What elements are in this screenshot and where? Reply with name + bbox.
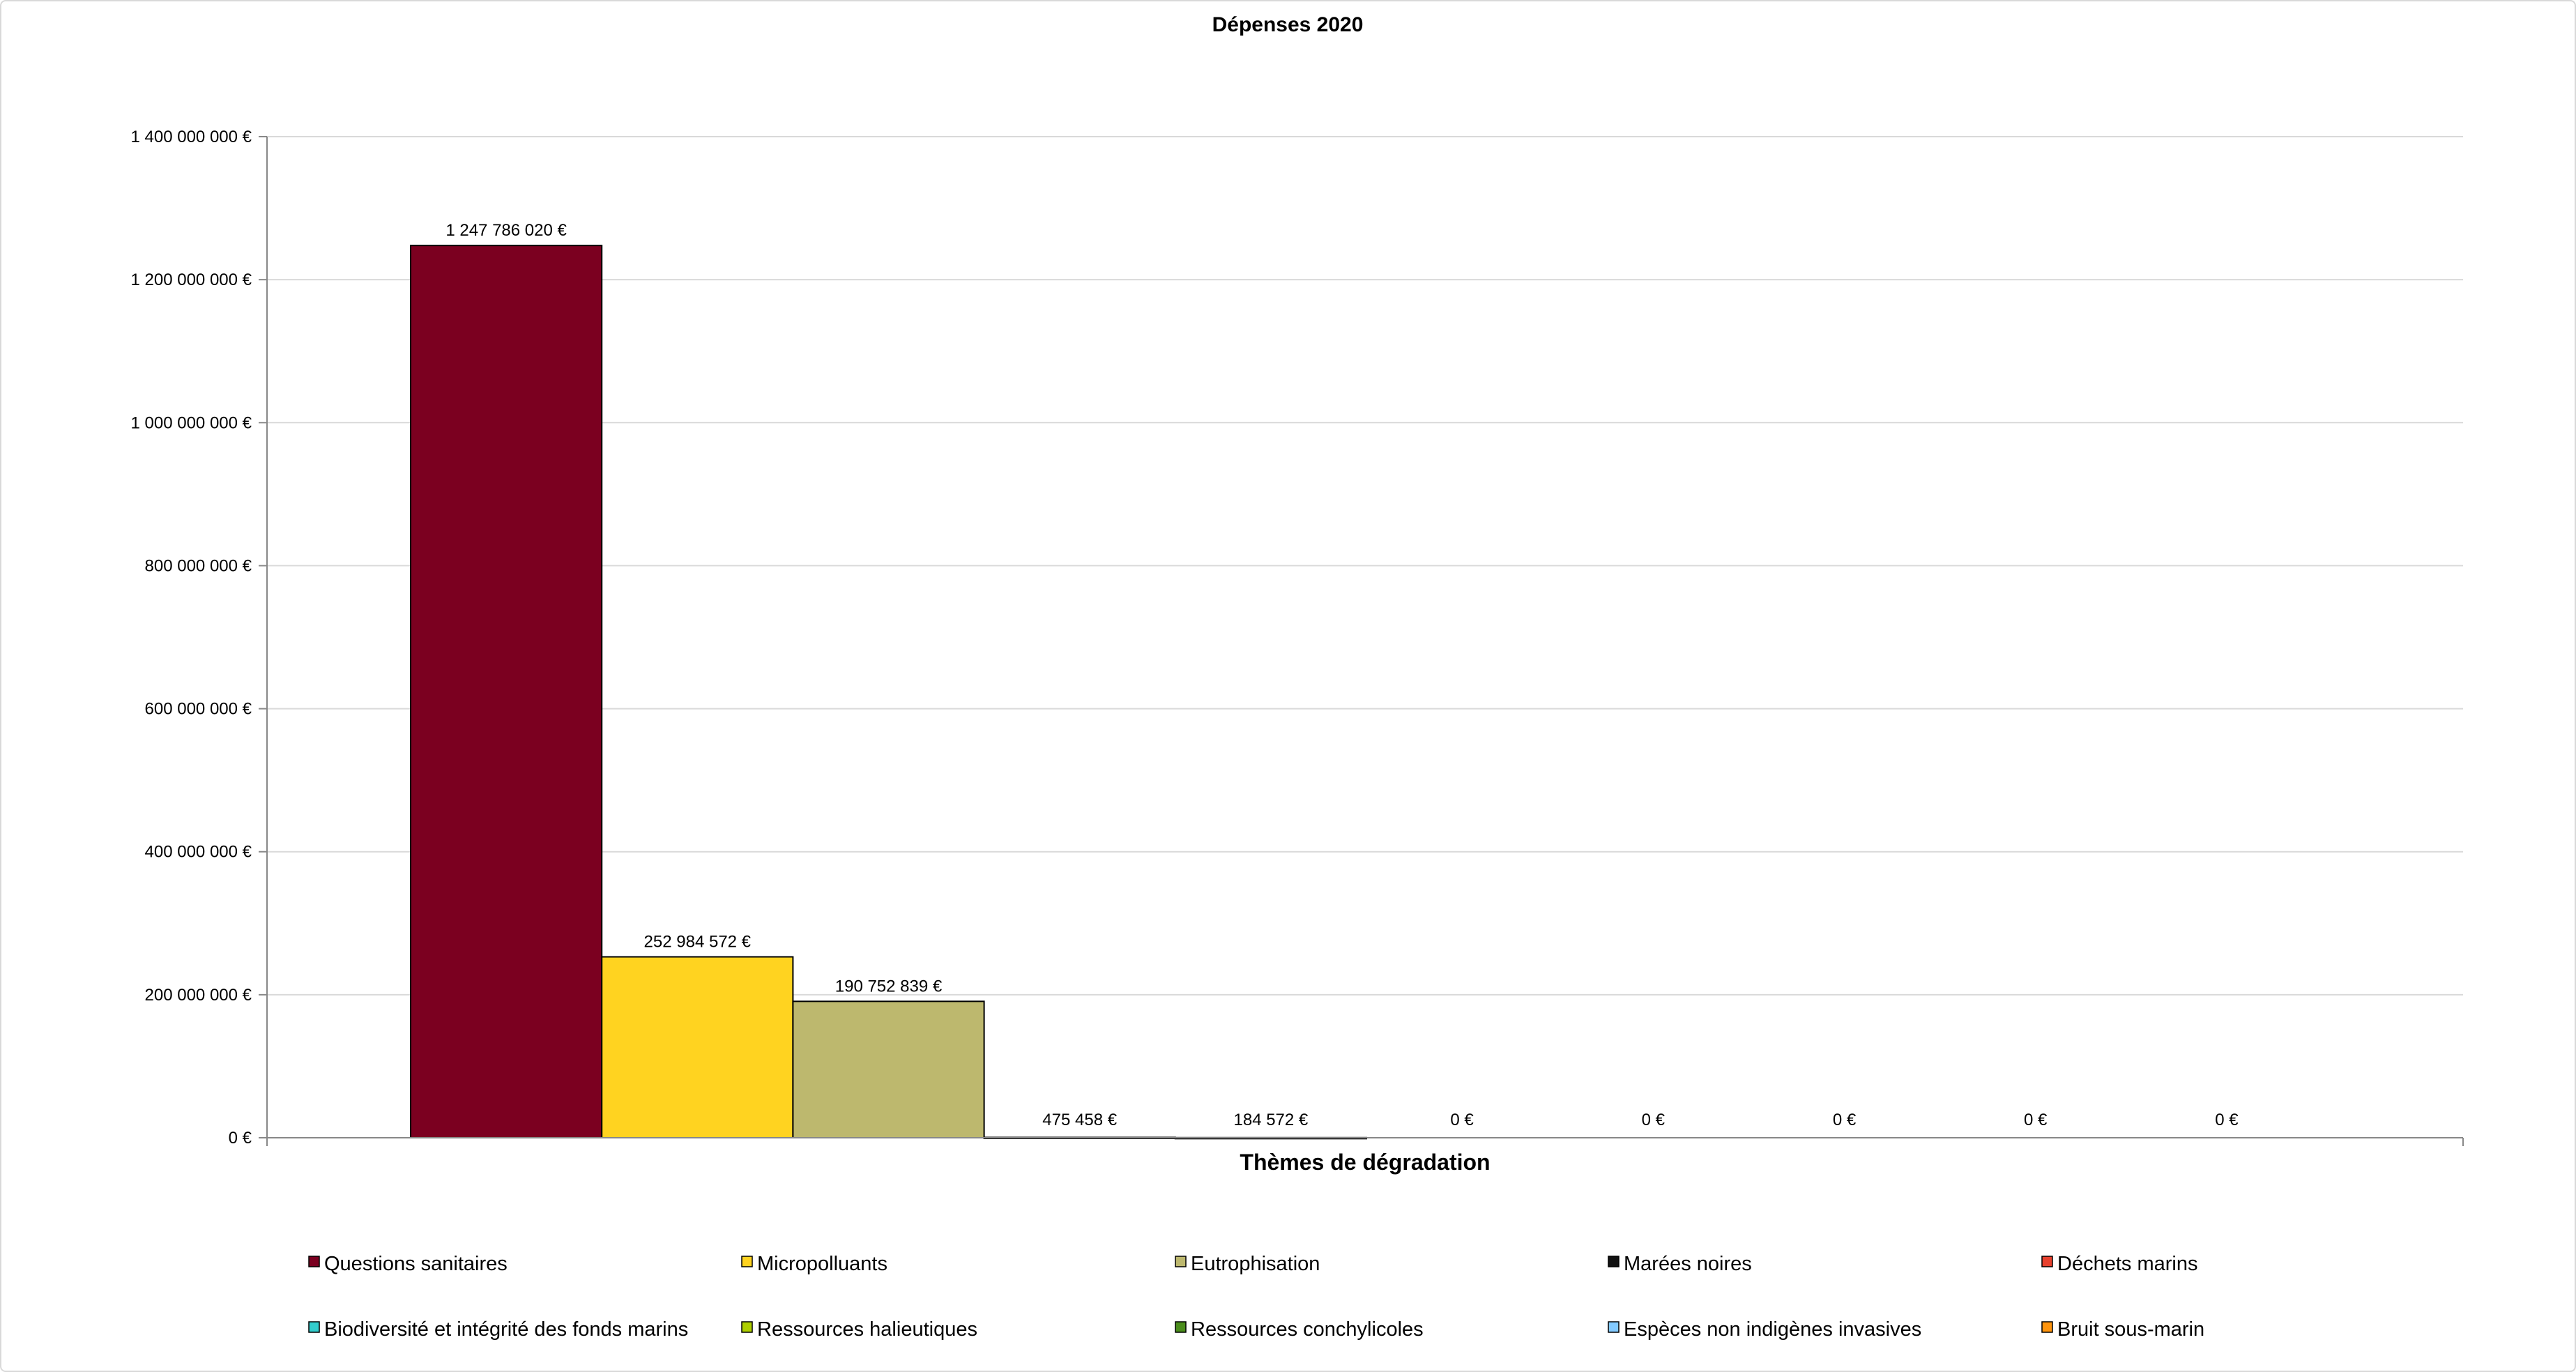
y-tick-label: 1 000 000 000 €: [131, 413, 252, 432]
legend-label: Micropolluants: [757, 1253, 887, 1275]
y-tick-label: 200 000 000 €: [145, 986, 252, 1005]
y-tick-label: 800 000 000 €: [145, 556, 252, 575]
data-label: 0 €: [1833, 1111, 1857, 1129]
data-labels: 1 247 786 020 € 252 984 572 € 190 752 839 …: [445, 221, 2239, 1129]
x-axis-title: Thèmes de dégradation: [1240, 1150, 1490, 1175]
bar-2: [601, 956, 794, 1139]
data-label: 252 984 572 €: [644, 933, 752, 952]
data-label: 475 458 €: [1042, 1111, 1117, 1129]
chart-title: Dépenses 2020: [1212, 13, 1364, 36]
data-label: 0 €: [2215, 1111, 2239, 1129]
legend-swatch: [1175, 1256, 1187, 1267]
data-label: 0 €: [1642, 1111, 1666, 1129]
legend-swatch: [2041, 1256, 2053, 1267]
legend-label: Questions sanitaires: [324, 1253, 508, 1275]
data-label: 0 €: [1450, 1111, 1474, 1129]
y-tick-label: 600 000 000 €: [145, 700, 252, 719]
legend-label: Bruit sous-marin: [2057, 1318, 2204, 1341]
data-label: 190 752 839 €: [835, 977, 943, 996]
axes: [259, 136, 2464, 1146]
legend-swatch: [308, 1256, 320, 1267]
data-label: 1 247 786 020 €: [445, 221, 567, 240]
legend-label: Espèces non indigènes invasives: [1624, 1318, 1921, 1341]
legend-swatch: [1608, 1321, 1619, 1333]
legend-label: Marées noires: [1624, 1253, 1752, 1275]
legend-swatch: [2041, 1321, 2053, 1333]
legend-swatch: [308, 1321, 320, 1333]
legend: Questions sanitaires Micropolluants Eutrop…: [308, 1253, 2204, 1341]
legend-label: Déchets marins: [2057, 1253, 2197, 1275]
y-tick-label: 0 €: [229, 1129, 252, 1148]
legend-label: Eutrophisation: [1191, 1253, 1320, 1275]
y-tick-label: 1 400 000 000 €: [131, 128, 252, 146]
legend-swatch: [741, 1321, 753, 1333]
legend-label: Ressources halieutiques: [757, 1318, 977, 1341]
bar-1: [410, 245, 603, 1138]
legend-swatch: [1608, 1256, 1619, 1267]
legend-swatch: [741, 1256, 753, 1267]
y-tick-label: 1 200 000 000 €: [131, 270, 252, 289]
bars: [410, 245, 1368, 1140]
legend-label: Biodiversité et intégrité des fonds mari…: [324, 1318, 688, 1341]
legend-swatch: [1175, 1321, 1187, 1333]
data-label: 0 €: [2024, 1111, 2048, 1129]
y-tick-labels: 0 € 200 000 000 € 400 000 000 € 600 000 000…: [131, 128, 252, 1148]
data-label: 184 572 €: [1234, 1111, 1309, 1129]
bar-3: [792, 1000, 985, 1138]
y-tick-label: 400 000 000 €: [145, 843, 252, 862]
legend-label: Ressources conchylicoles: [1191, 1318, 1424, 1341]
